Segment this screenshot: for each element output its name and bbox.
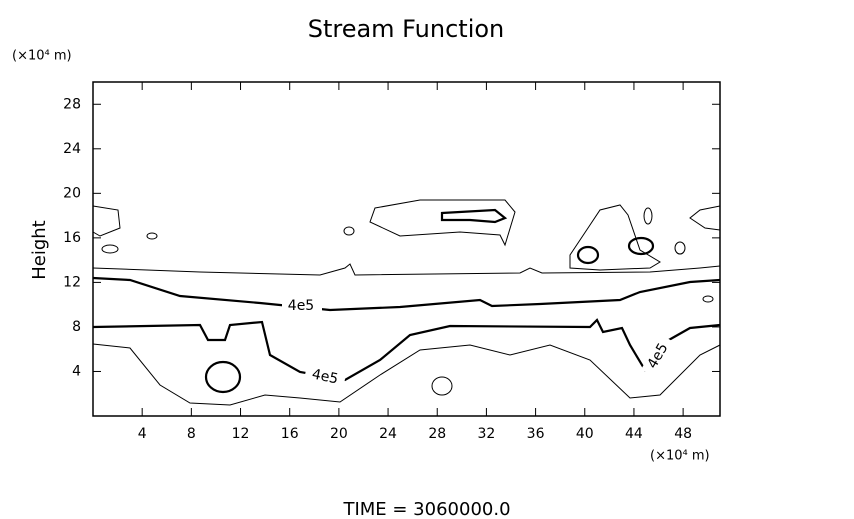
x-tick-label: 40	[576, 426, 594, 442]
y-tick-label: 16	[63, 230, 81, 246]
footer: TIME = 3060000.0	[342, 499, 510, 519]
x-tick-label: 8	[187, 426, 196, 442]
x-tick-label: 28	[428, 426, 446, 442]
x-tick-label: 32	[477, 426, 495, 442]
x-tick-label: 16	[281, 426, 299, 442]
y-tick-label: 28	[63, 96, 81, 112]
label-bg	[282, 298, 322, 314]
contour-label: 4e5	[288, 298, 314, 314]
y-tick-label: 20	[63, 185, 81, 201]
x-tick-label: 24	[379, 426, 397, 442]
x-tick-label: 36	[527, 426, 545, 442]
x-unit: (×10⁴ m)	[650, 449, 710, 464]
label-bg	[303, 365, 347, 389]
y-tick-label: 12	[63, 274, 81, 290]
x-tick-label: 44	[625, 426, 643, 442]
plot-frame	[92, 81, 721, 417]
y-tick-label: 24	[63, 141, 81, 157]
chart-title: Stream Function	[308, 15, 505, 43]
y-unit: (×10⁴ m)	[12, 49, 72, 64]
y-label: Height	[29, 220, 50, 280]
y-tick-label: 4	[72, 363, 81, 379]
x-tick-label: 12	[232, 426, 250, 442]
contours	[92, 199, 721, 406]
label-bg	[641, 334, 675, 378]
x-tick-label: 4	[138, 426, 147, 442]
y-tick-label: 8	[72, 319, 81, 335]
contour-label: 4e5	[310, 366, 339, 387]
x-tick-label: 20	[330, 426, 348, 442]
x-tick-label: 48	[674, 426, 692, 442]
